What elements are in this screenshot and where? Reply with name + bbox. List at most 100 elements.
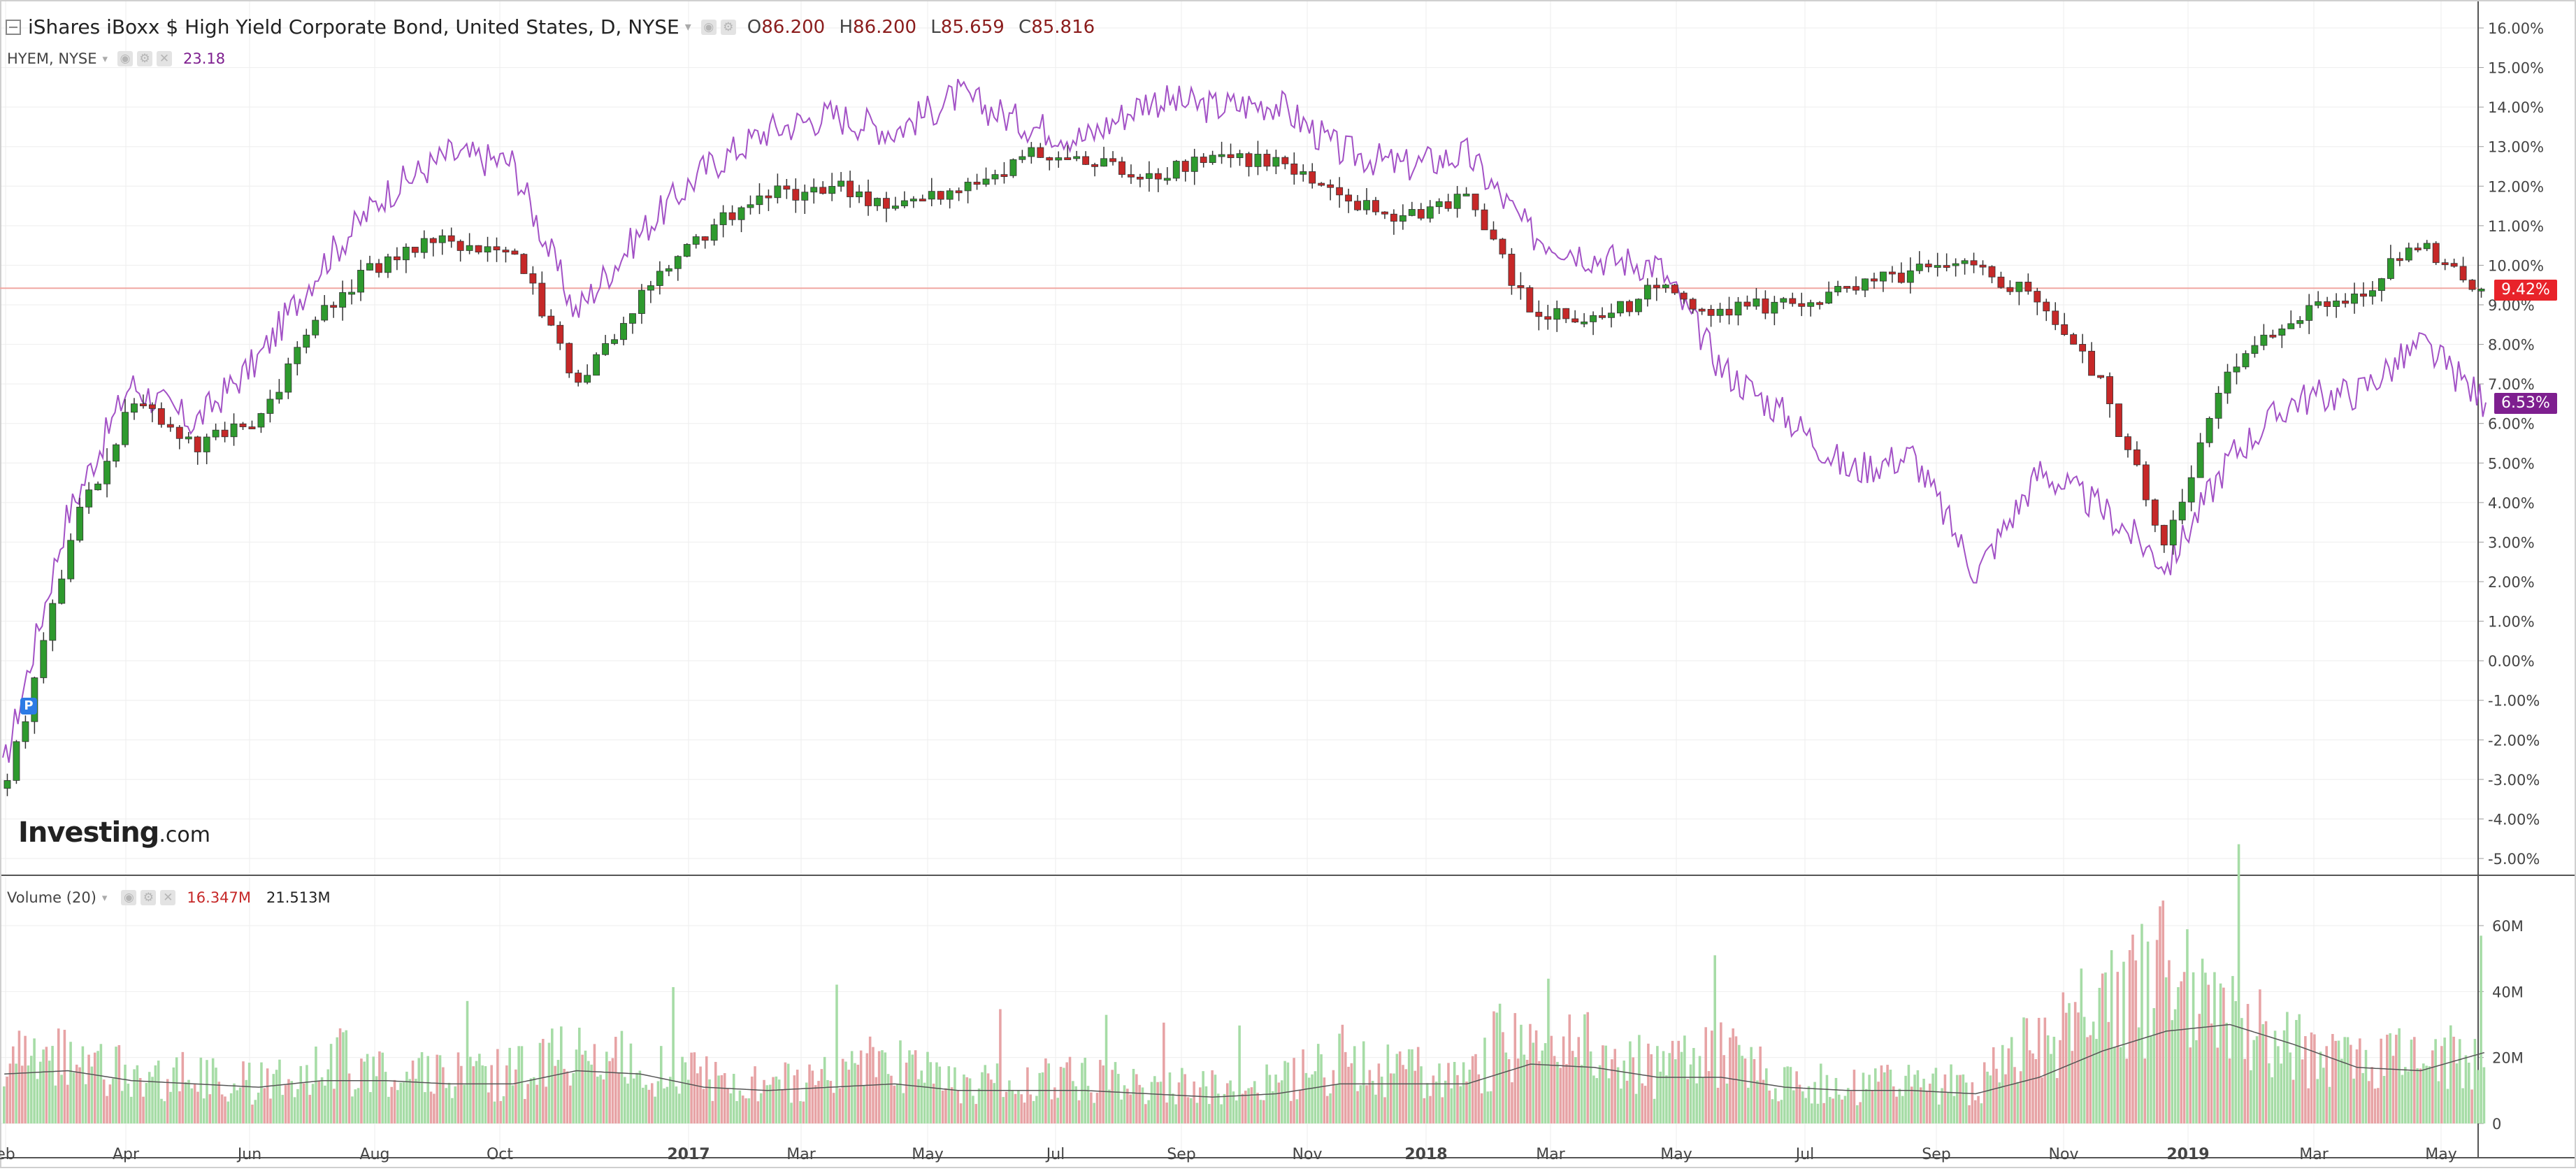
volume-bar [944,1088,947,1123]
volume-bar [2104,972,2107,1123]
volume-bar [1023,1102,1026,1123]
volume-bar [354,1089,357,1123]
candle-body [620,323,627,340]
volume-bar [699,1066,702,1123]
volume-bar [696,1073,699,1123]
volume-bar [2398,1028,2401,1123]
volume-bar [1307,1077,1311,1123]
volume-bar [142,1096,145,1123]
volume-bar [884,1052,887,1123]
volume-bar [1877,1082,1880,1123]
volume-bar [1053,1087,1056,1123]
candle-body [674,256,682,269]
volume-bar [596,1077,599,1123]
volume-bar [1541,1050,1544,1123]
candle-body [529,273,537,284]
volume-bar [27,1065,30,1123]
volume-bar [1683,1035,1686,1123]
candle-body [266,398,274,414]
volume-bar [1338,1033,1341,1123]
volume-bar [732,1074,735,1123]
y-tick-label: -2.00% [2488,732,2540,749]
chevron-down-icon[interactable]: ▾ [684,20,691,34]
eye-icon[interactable]: ◉ [117,51,134,66]
volume-bar [202,1098,206,1123]
x-tick-label: Mar [1536,1146,1565,1163]
volume-bar [2189,1047,2192,1123]
volume-bar [2252,1040,2256,1123]
volume-bar [1525,1060,1529,1123]
volume-title[interactable]: Volume (20) [7,889,96,906]
volume-bar [502,1096,505,1123]
candle-body [330,305,338,308]
candle-body [402,247,410,261]
candle-body [611,339,618,344]
investing-logo: Investing.com [18,817,210,849]
volume-bar [1341,1024,1344,1123]
volume-bar [305,1065,308,1123]
volume-bar [2452,1036,2455,1123]
volume-bar [844,1061,847,1123]
eye-icon[interactable]: ◉ [121,890,137,905]
settings-gear-icon[interactable]: ⚙ [137,51,153,66]
settings-gear-icon[interactable]: ⚙ [720,19,736,35]
volume-value-2: 21.513M [266,889,331,906]
candle-body [493,246,501,250]
volume-bar [1123,1085,1126,1123]
candle-body [157,408,165,425]
volume-bar [120,1091,124,1123]
settings-gear-icon[interactable]: ⚙ [141,890,157,905]
chevron-down-icon[interactable]: ▾ [102,52,108,65]
volume-bar [581,1054,584,1123]
volume-bar [127,1084,130,1123]
volume-bar [1056,1098,1059,1123]
volume-bar [1774,1088,1777,1123]
close-icon[interactable]: ✕ [160,890,176,905]
chevron-down-icon[interactable]: ▾ [101,891,108,904]
volume-bar [977,1088,981,1123]
candle-body [502,250,510,252]
volume-bar [899,1040,902,1123]
volume-bar [1038,1072,1041,1123]
eye-icon[interactable]: ◉ [700,19,717,35]
close-icon[interactable]: ✕ [157,51,173,66]
volume-bar [835,984,838,1123]
candle-body [1417,209,1425,219]
candle-body [765,195,772,199]
volume-bar [1011,1089,1014,1123]
volume-bar [1950,1064,1952,1123]
volume-bar [2171,1020,2174,1123]
volume-bar [160,1098,163,1123]
candle-body [1590,315,1597,322]
volume-bar [1168,1072,1172,1123]
y-tick-label: 8.00% [2488,337,2535,354]
candle-body [783,185,791,190]
candle-body [1743,301,1751,307]
volume-bar [681,1056,684,1123]
x-tick-label: May [1660,1146,1692,1163]
volume-bar [1901,1095,1904,1123]
candle-body [1263,154,1271,167]
volume-bar [2346,1037,2350,1123]
volume-bar [399,1082,403,1123]
candle-body [1634,299,1642,312]
collapse-toggle-icon[interactable] [6,19,21,35]
volume-bar [672,986,675,1123]
candle-body [2187,477,2195,503]
event-marker[interactable]: P [20,698,37,714]
volume-bar [1425,1083,1429,1123]
candle-body [2206,417,2213,443]
volume-bar [163,1101,166,1123]
volume-bar [1247,1088,1250,1123]
volume-bar [1577,1037,1581,1123]
candle-body [2432,243,2440,264]
volume-bar [275,1070,278,1123]
volume-bar [1214,1075,1217,1123]
volume-bar [593,1044,596,1123]
main-series-title[interactable]: iShares iBoxx $ High Yield Corporate Bon… [28,15,679,38]
volume-bar [1529,1023,1532,1123]
compare-symbol[interactable]: HYEM, NYSE [7,50,97,67]
volume-bar [1029,1094,1032,1123]
volume-bar [1604,1045,1608,1123]
candle-body [1888,271,1896,275]
